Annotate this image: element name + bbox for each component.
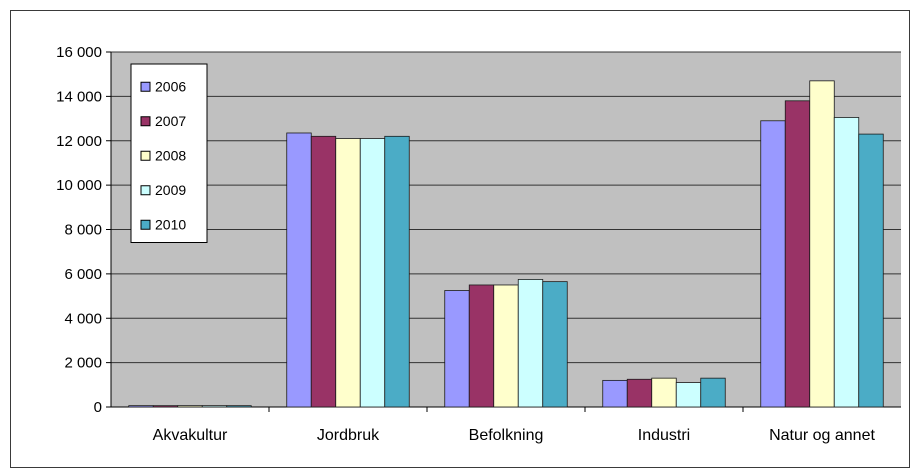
- bar-2008-industri: [651, 377, 677, 408]
- bars: [128, 80, 884, 408]
- bar-2010-natur-og-annet: [858, 133, 884, 408]
- bar-2007-jordbruk: [310, 135, 337, 408]
- bar-2008-befolkning: [493, 284, 519, 408]
- bar-2008-jordbruk: [335, 138, 361, 408]
- bar-2007-befolkning: [468, 284, 495, 408]
- legend-label-2007: 2007: [155, 113, 186, 129]
- bar-2007-akvakultur: [152, 405, 179, 408]
- bar-2008-natur-og-annet: [809, 80, 835, 408]
- legend-swatch-2010: [140, 219, 151, 230]
- legend-label-2009: 2009: [155, 182, 186, 198]
- bar-2009-industri: [675, 382, 702, 408]
- chart-frame: 0 2 000 4 000 6 000 8 000 10 000 12 000 14 000 1…: [10, 10, 910, 468]
- legend-swatch-2007: [140, 116, 151, 127]
- x-axis: Akvakultur Jordbruk Befolkning Industri Natu…: [111, 406, 901, 444]
- y-tick-label: 14 000: [56, 88, 102, 105]
- x-category-label: Befolkning: [469, 427, 544, 444]
- y-tick-label: 10 000: [56, 177, 102, 194]
- bar-2010-industri: [700, 377, 726, 408]
- bar-2006-industri: [602, 379, 628, 408]
- legend-label-2010: 2010: [155, 216, 186, 232]
- bar-2006-akvakultur: [128, 405, 154, 408]
- x-category-label: Natur og annet: [769, 427, 875, 444]
- legend: 2006 2007 2008 2009 2010: [130, 63, 208, 243]
- legend-swatch-2008: [140, 150, 151, 161]
- x-category-label: Industri: [638, 427, 690, 444]
- y-tick-label: 16 000: [56, 44, 102, 61]
- bar-2006-befolkning: [444, 290, 470, 408]
- y-tick-label: 0: [94, 399, 102, 416]
- x-category-label: Akvakultur: [153, 427, 228, 444]
- bar-2006-natur-og-annet: [760, 120, 786, 408]
- y-tick-label: 2 000: [64, 355, 102, 372]
- y-axis: 0 2 000 4 000 6 000 8 000 10 000 12 000 14 000 1…: [56, 44, 112, 416]
- y-tick-label: 12 000: [56, 133, 102, 150]
- bar-2008-akvakultur: [177, 405, 203, 408]
- bar-2009-jordbruk: [359, 138, 386, 408]
- legend-swatch-2009: [140, 185, 151, 196]
- y-tick-label: 4 000: [64, 310, 102, 327]
- bar-2009-akvakultur: [201, 405, 228, 408]
- bar-2010-jordbruk: [384, 135, 410, 408]
- bar-2006-jordbruk: [286, 132, 312, 408]
- legend-label-2006: 2006: [155, 78, 186, 94]
- legend-label-2008: 2008: [155, 147, 186, 163]
- x-category-label: Jordbruk: [317, 427, 380, 444]
- y-tick-label: 8 000: [64, 222, 102, 239]
- bar-2010-befolkning: [542, 281, 568, 408]
- bar-2007-natur-og-annet: [784, 100, 811, 408]
- legend-swatch-2006: [140, 81, 151, 92]
- bar-2007-industri: [626, 378, 653, 408]
- y-tick-label: 6 000: [64, 266, 102, 283]
- bar-2010-akvakultur: [226, 405, 252, 408]
- bar-chart: 0 2 000 4 000 6 000 8 000 10 000 12 000 14 000 1…: [56, 44, 901, 444]
- bar-2009-natur-og-annet: [833, 117, 860, 408]
- bar-2009-befolkning: [517, 279, 544, 408]
